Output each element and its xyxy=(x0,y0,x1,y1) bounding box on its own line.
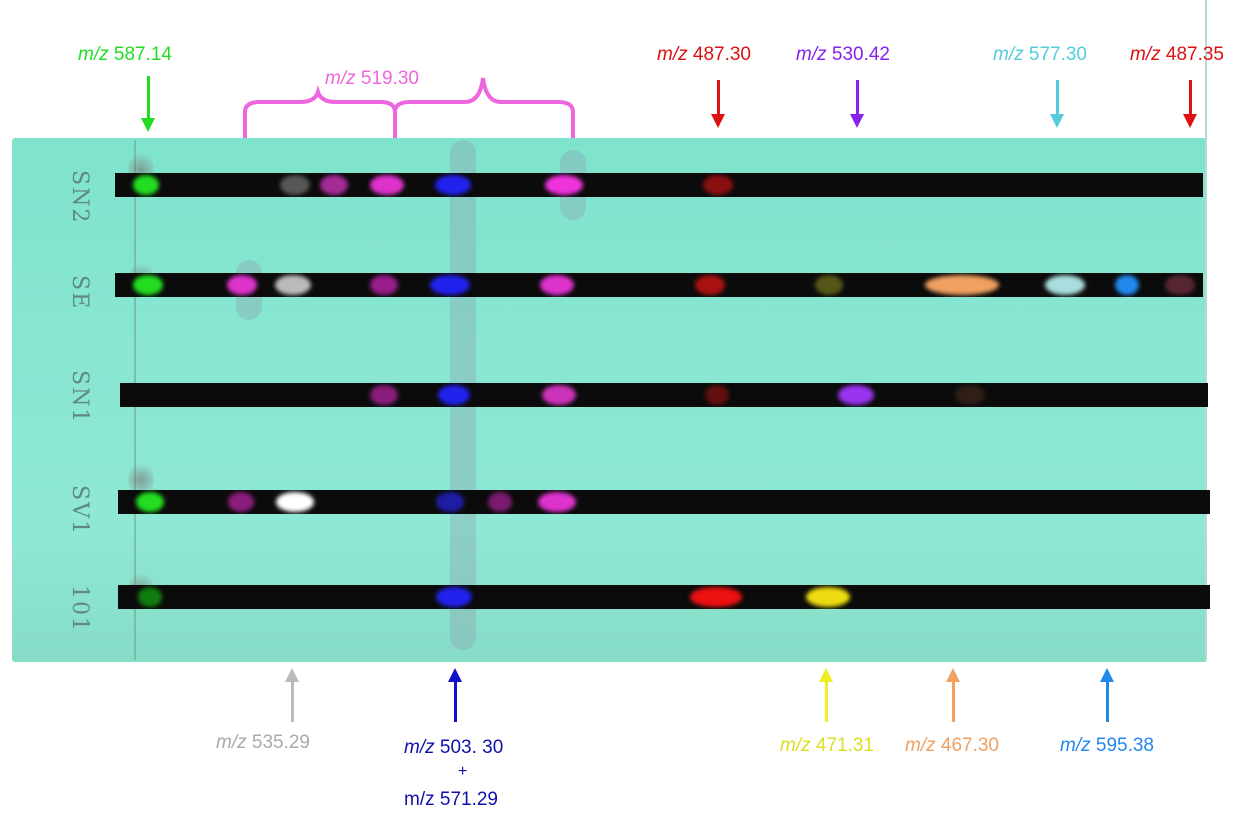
spot-purple xyxy=(838,385,874,405)
label-mz-587-14: m/z 587.14 xyxy=(78,44,172,66)
ms-image-strip-sn1 xyxy=(120,383,1208,407)
ms-image-strip-sv1 xyxy=(118,490,1210,514)
mz-prefix: m/z xyxy=(78,44,109,65)
label-mz-571-29: m/z 571.29 xyxy=(404,789,498,810)
mz-value: 530.42 xyxy=(831,44,891,65)
mz-prefix: m/z xyxy=(796,44,827,65)
mz-value: 503. 30 xyxy=(439,737,504,758)
spot-pink xyxy=(542,385,576,405)
spot-gray xyxy=(276,492,314,512)
mz-prefix: m/z xyxy=(216,732,247,753)
mz-prefix: m/z xyxy=(404,737,435,758)
label-mz-530-42: m/z 530.42 xyxy=(796,44,890,66)
mz-prefix: m/z xyxy=(1130,44,1161,65)
spot-blue xyxy=(436,492,464,512)
spot-blue xyxy=(438,385,470,405)
brace-mz-519-30 xyxy=(243,77,575,138)
mz-value: 487.35 xyxy=(1165,44,1225,65)
label-mz-487-30: m/z 487.30 xyxy=(657,44,751,66)
spot-yellow xyxy=(806,587,850,607)
spot-gray xyxy=(275,275,311,295)
spot-orange xyxy=(955,385,985,405)
mz-prefix: m/z xyxy=(905,735,936,756)
lane-label-se: SE xyxy=(67,275,92,311)
spot-red xyxy=(1165,275,1195,295)
spot-blue xyxy=(430,275,470,295)
spot-pink xyxy=(540,275,574,295)
spot-green xyxy=(133,275,163,295)
lane-label-sv1: SV1 xyxy=(67,485,92,536)
mz-prefix: m/z xyxy=(657,44,688,65)
spot-orange xyxy=(925,275,999,295)
spot-pink xyxy=(320,175,348,195)
spot-lightblue xyxy=(1115,275,1139,295)
label-mz-471-31: m/z 471.31 xyxy=(780,735,874,757)
mz-value: 587.14 xyxy=(113,44,173,65)
mz-prefix: m/z xyxy=(780,735,811,756)
lane-label-sn2: SN2 xyxy=(67,170,92,225)
spot-pink xyxy=(545,175,583,195)
mz-prefix: m/z xyxy=(993,44,1024,65)
spot-blue xyxy=(436,587,472,607)
mz-value: 519.30 xyxy=(360,68,420,89)
lane-label-101: 101 xyxy=(67,585,92,633)
label-mz-519-30: m/z 519.30 xyxy=(325,68,419,90)
spot-pink xyxy=(488,492,512,512)
label-plus: + xyxy=(458,763,468,780)
label-mz-503-30: m/z 503. 30 xyxy=(404,737,503,759)
mz-value: 471.31 xyxy=(815,735,875,756)
spot-green xyxy=(133,175,159,195)
spot-red xyxy=(695,275,725,295)
spot-pink xyxy=(228,492,254,512)
mz-value: 467.30 xyxy=(940,735,1000,756)
ms-image-strip-101 xyxy=(118,585,1210,609)
label-mz-487-35: m/z 487.35 xyxy=(1130,44,1224,66)
plate-edge-line xyxy=(1205,0,1207,660)
spot-pink xyxy=(227,275,257,295)
spot-pink xyxy=(370,385,398,405)
spot-cyan xyxy=(1045,275,1085,295)
mz-value: 595.38 xyxy=(1095,735,1155,756)
label-mz-535-29: m/z 535.29 xyxy=(216,732,310,754)
spot-yellow xyxy=(815,275,843,295)
spot-blue xyxy=(435,175,471,195)
spot-red xyxy=(690,587,742,607)
spot-pink xyxy=(538,492,576,512)
ms-image-strip-se xyxy=(115,273,1203,297)
mz-value: 577.30 xyxy=(1028,44,1088,65)
mz-prefix: m/z xyxy=(325,68,356,89)
spot-pink xyxy=(370,175,404,195)
spot-gray xyxy=(280,175,310,195)
spot-pink xyxy=(370,275,398,295)
lane-label-sn1: SN1 xyxy=(67,370,92,425)
label-mz-577-30: m/z 577.30 xyxy=(993,44,1087,66)
mz-prefix: m/z xyxy=(1060,735,1091,756)
label-mz-595-38: m/z 595.38 xyxy=(1060,735,1154,757)
mz-value: 487.30 xyxy=(692,44,752,65)
spot-green xyxy=(138,587,162,607)
ms-image-strip-sn2 xyxy=(115,173,1203,197)
mz-value: 535.29 xyxy=(251,732,311,753)
label-mz-467-30: m/z 467.30 xyxy=(905,735,999,757)
spot-green xyxy=(136,492,164,512)
spot-red xyxy=(705,385,729,405)
spot-red xyxy=(703,175,733,195)
